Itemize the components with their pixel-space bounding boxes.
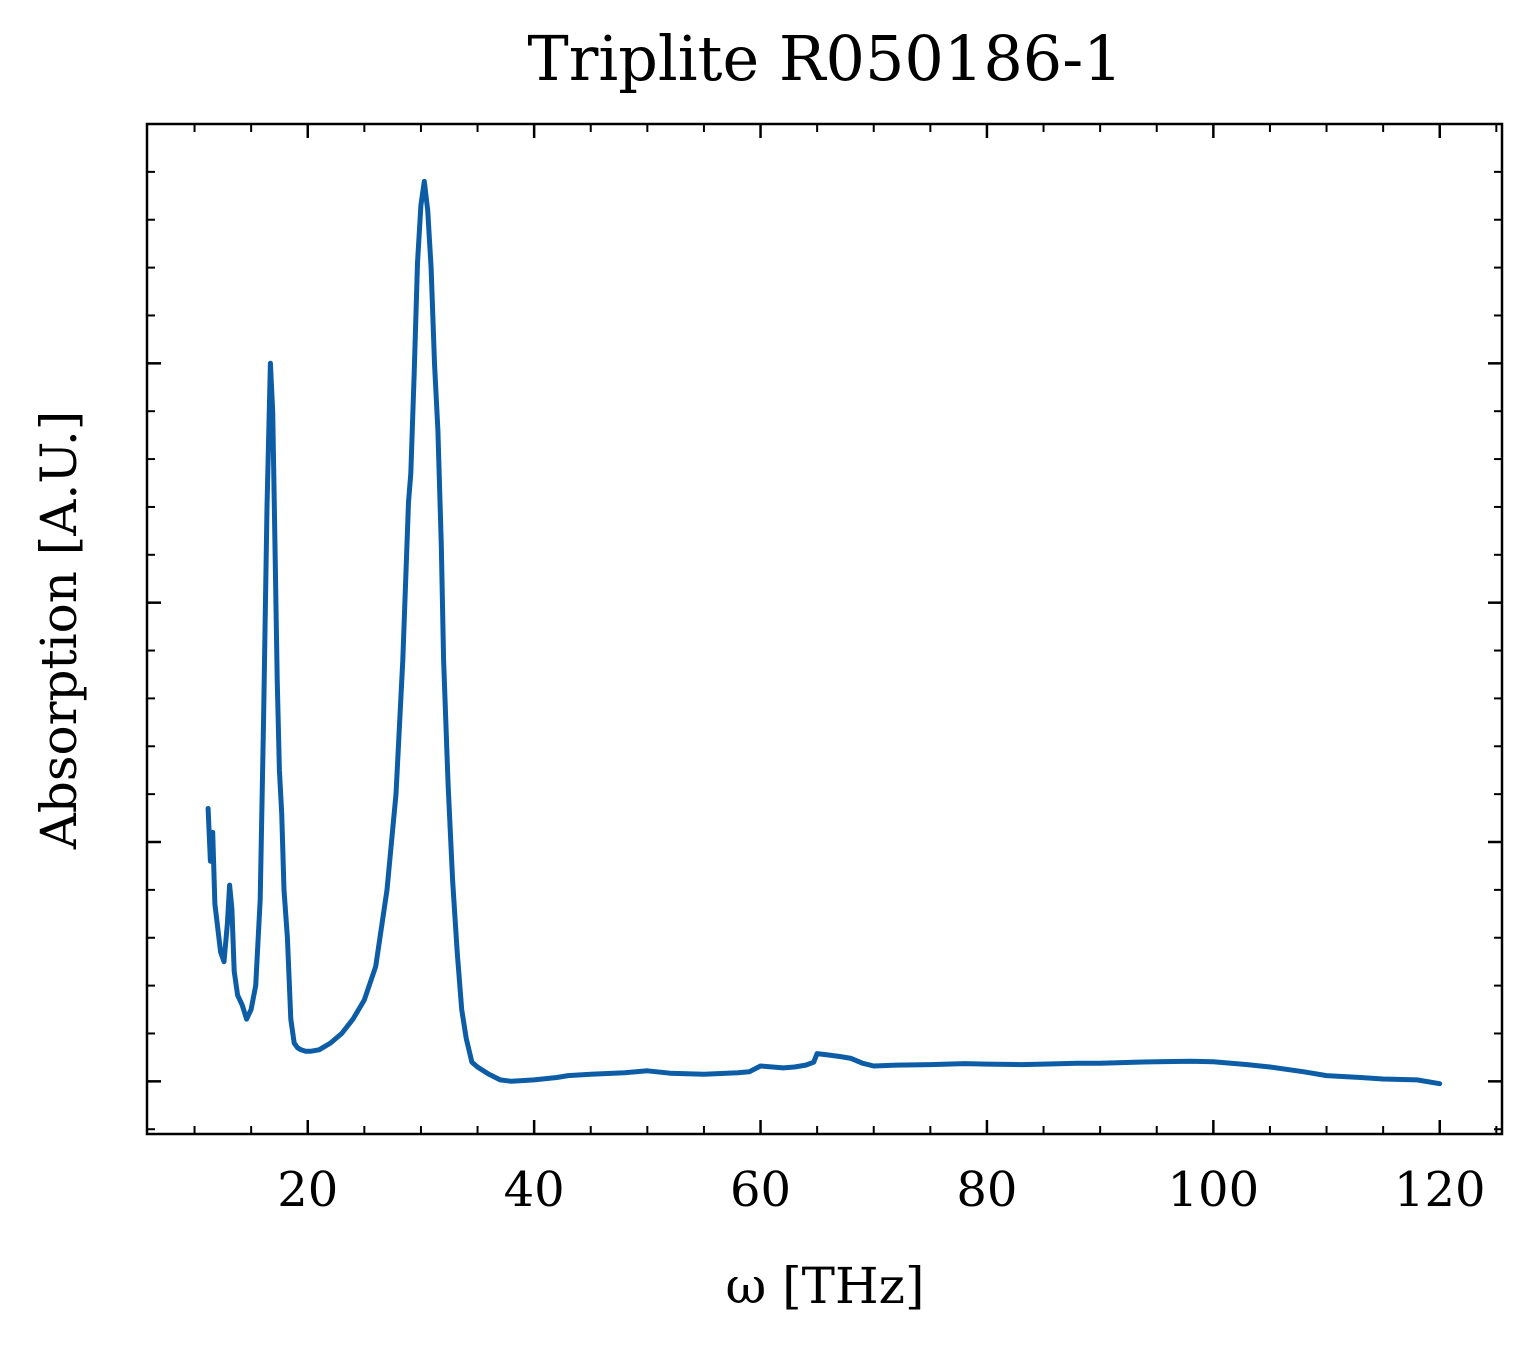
x-axis-label: ω [THz] xyxy=(726,1257,925,1315)
x-tick-label: 60 xyxy=(730,1162,791,1218)
x-tick-label: 40 xyxy=(504,1162,565,1218)
x-tick-labels: 20 40 60 80 100 120 xyxy=(277,1162,1485,1218)
plot-frame xyxy=(145,122,1504,1136)
x-tick-label: 20 xyxy=(277,1162,338,1218)
chart-title: Triplite R050186-1 xyxy=(527,22,1122,95)
x-tick-label: 80 xyxy=(956,1162,1017,1218)
axis-ticks xyxy=(147,123,1502,1134)
x-tick-label: 100 xyxy=(1168,1162,1260,1218)
y-axis-label: Absorption [A.U.] xyxy=(30,411,88,851)
x-tick-label: 120 xyxy=(1394,1162,1486,1218)
series-line xyxy=(205,178,1443,1087)
